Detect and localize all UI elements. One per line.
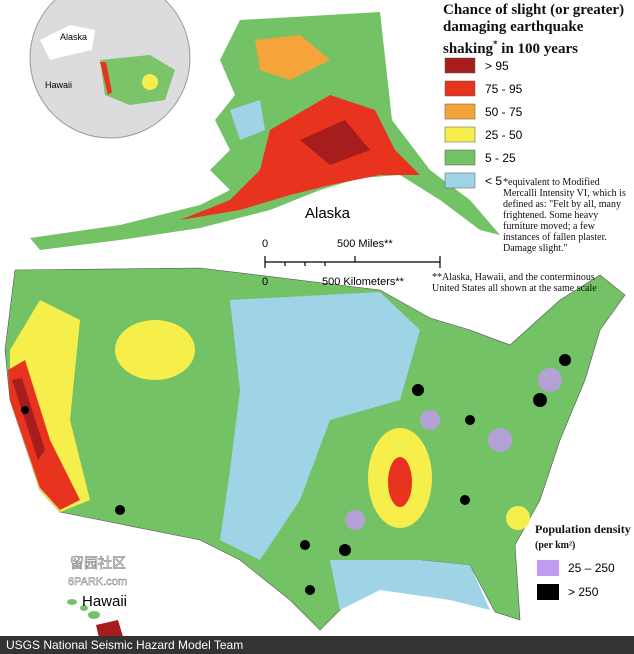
watermark-site: 6PARK.com	[68, 576, 127, 588]
scale-text: 0 500 Miles** 0 500 Kilometers**	[262, 238, 405, 288]
alaska-hazard-mid	[255, 35, 330, 80]
scale-bar	[264, 256, 441, 268]
legend-swatch	[444, 103, 476, 120]
inset-hawaii-label: Hawaii	[45, 80, 72, 90]
us-low-central	[220, 292, 420, 560]
credit: USGS National Seismic Hazard Model Team	[0, 636, 634, 654]
title-text: Chance of slight (or greater) damaging e…	[443, 2, 625, 57]
alaska-hazard	[180, 95, 420, 220]
population-legend: 25 – 250 > 250	[537, 560, 615, 600]
alaska-low	[230, 100, 265, 140]
legend-swatch	[444, 80, 476, 97]
scale-zero: 0	[262, 238, 268, 250]
suburbs	[345, 368, 562, 530]
alaska-label: Alaska	[305, 205, 351, 222]
us-west-dark	[12, 378, 45, 460]
inset-land	[40, 25, 95, 60]
footnote: **Alaska, Hawaii, and the conterminous U…	[432, 272, 597, 294]
cities	[21, 354, 571, 595]
population-title: Population density	[535, 522, 631, 536]
population-label: > 250	[568, 585, 599, 599]
inset-us	[100, 55, 175, 105]
title-mark: *	[493, 39, 498, 49]
scale-zero: 0	[262, 276, 268, 288]
legend-swatch	[444, 172, 476, 189]
us-low-gulf	[330, 560, 490, 610]
population-label: 25 – 250	[568, 561, 615, 575]
legend-title: Chance of slight (or greater) damaging e…	[443, 2, 633, 58]
scale-miles: 500 Miles**	[337, 238, 393, 250]
legend-label: 5 - 25	[485, 151, 516, 165]
charleston	[506, 506, 530, 530]
legend-label: 75 - 95	[485, 82, 523, 96]
population-swatch	[537, 584, 559, 600]
new-madrid-red	[388, 457, 412, 507]
legend-label: > 95	[485, 59, 509, 73]
population-unit: (per km²)	[535, 540, 576, 551]
legend-label: < 5	[485, 174, 502, 188]
scale-km: 500 Kilometers**	[322, 276, 405, 288]
alaska-hazard-high	[300, 120, 370, 165]
inset-alaska-label: Alaska	[60, 32, 87, 42]
title-end: in 100 years	[501, 41, 578, 57]
footnote: *equivalent to Modified Mercalli Intensi…	[503, 177, 626, 254]
hawaii-label: Hawaii	[82, 593, 127, 610]
legend-swatch	[444, 149, 476, 166]
population-swatch	[537, 560, 559, 576]
us-west-yellow	[10, 300, 90, 512]
legend-swatch	[444, 126, 476, 143]
legend-label: 25 - 50	[485, 128, 523, 142]
inset-west	[100, 62, 112, 95]
us-intermountain	[115, 320, 195, 380]
inset-hazard	[142, 74, 158, 90]
alaska-land	[30, 12, 500, 250]
legend-swatch	[444, 57, 476, 74]
watermark-cn: 留园社区	[70, 556, 126, 572]
hawaii-land	[67, 599, 100, 619]
legend: > 95 75 - 95 50 - 75 25 - 50 5 - 25 < 5	[444, 57, 523, 189]
legend-label: 50 - 75	[485, 105, 523, 119]
